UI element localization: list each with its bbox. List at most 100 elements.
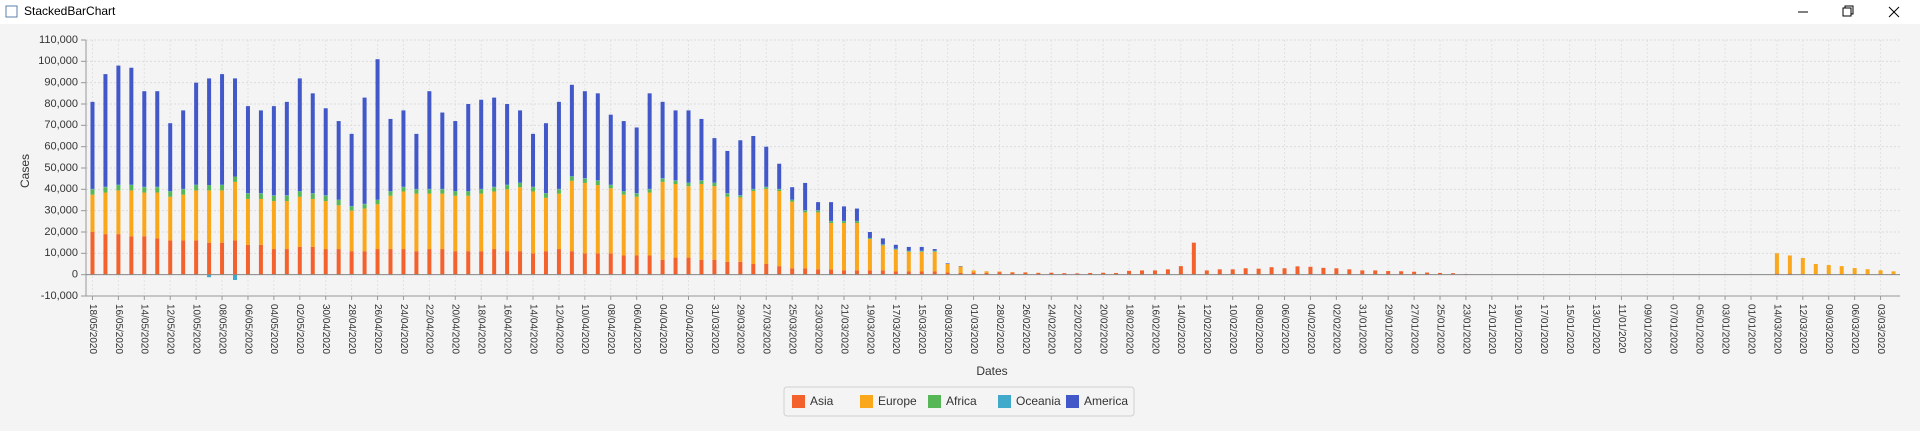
bar-segment <box>880 244 885 246</box>
bar-segment <box>427 193 432 250</box>
bar-segment <box>1386 271 1391 275</box>
bar-segment <box>867 270 872 275</box>
x-tick-label: 28/02/2020 <box>994 304 1005 354</box>
bar-segment <box>1088 272 1093 275</box>
close-button[interactable] <box>1888 6 1900 18</box>
bar-segment <box>518 110 523 183</box>
bar-segment <box>945 264 950 273</box>
x-tick-label: 16/05/2020 <box>113 304 124 354</box>
bar-segment <box>388 191 393 196</box>
bar-segment <box>906 251 911 252</box>
bar-segment <box>466 195 471 252</box>
legend-swatch <box>860 395 873 408</box>
x-tick-label: 08/02/2020 <box>1253 304 1264 354</box>
bar-segment <box>621 255 626 275</box>
bar-segment <box>790 201 795 269</box>
bar-segment <box>803 210 808 213</box>
bar-segment <box>362 208 367 252</box>
bar-segment <box>751 191 756 264</box>
x-tick-label: 24/02/2020 <box>1046 304 1057 354</box>
bar-segment <box>660 181 665 260</box>
bar-segment <box>1269 267 1274 275</box>
bar-segment <box>621 194 626 256</box>
bar-segment <box>258 110 263 194</box>
bar-segment <box>608 114 613 185</box>
bar-segment <box>686 182 691 187</box>
x-tick-label: 11/01/2020 <box>1616 304 1627 354</box>
bar-segment <box>90 194 95 232</box>
bar-segment <box>1438 272 1443 275</box>
bar-segment <box>323 108 328 196</box>
bar-segment <box>310 198 315 247</box>
bar-segment <box>829 223 834 270</box>
bar-segment <box>803 182 808 211</box>
legend-swatch <box>1066 395 1079 408</box>
bar-segment <box>129 236 134 275</box>
bar-segment <box>1774 253 1779 274</box>
x-tick-label: 08/05/2020 <box>216 304 227 354</box>
bar-segment <box>142 192 147 237</box>
bar-segment <box>919 271 924 275</box>
bar-segment <box>543 197 548 252</box>
bar-segment <box>362 204 367 209</box>
bar-segment <box>297 246 302 275</box>
bar-segment <box>271 201 276 250</box>
x-tick-label: 30/04/2020 <box>320 304 331 354</box>
bar-segment <box>556 249 561 275</box>
bar-segment <box>829 202 834 221</box>
bar-segment <box>116 65 121 185</box>
restore-button[interactable] <box>1842 5 1854 17</box>
bar-segment <box>582 253 587 275</box>
bar-segment <box>932 271 937 275</box>
bar-segment <box>284 249 289 275</box>
bar-segment <box>414 251 419 275</box>
bar-segment <box>686 257 691 275</box>
bar-segment <box>1425 272 1430 275</box>
bar-segment <box>738 195 743 198</box>
x-tick-label: 12/02/2020 <box>1201 304 1212 354</box>
bar-segment <box>1243 268 1248 275</box>
bar-segment <box>971 270 976 273</box>
bar-segment <box>505 251 510 275</box>
bar-segment <box>323 201 328 250</box>
x-tick-label: 05/01/2020 <box>1694 304 1705 354</box>
bar-segment <box>505 104 510 185</box>
bar-segment <box>103 187 108 193</box>
bar-segment <box>492 97 497 187</box>
bar-segment <box>777 163 782 189</box>
bar-segment <box>207 78 212 186</box>
bar-segment <box>297 196 302 247</box>
x-tick-label: 15/03/2020 <box>916 304 927 354</box>
bar-segment <box>1787 273 1792 275</box>
bar-segment <box>919 251 924 252</box>
bar-segment <box>997 272 1002 275</box>
x-tick-label: 18/05/2020 <box>87 304 98 354</box>
bar-segment <box>816 202 821 211</box>
x-tick-label: 23/03/2020 <box>812 304 823 354</box>
bar-segment <box>751 136 756 189</box>
bar-segment <box>751 189 756 192</box>
x-tick-label: 09/03/2020 <box>1823 304 1834 354</box>
bar-segment <box>906 271 911 275</box>
bar-segment <box>1813 264 1818 275</box>
bar-segment <box>155 238 160 275</box>
bar-segment <box>725 196 730 262</box>
x-tick-label: 25/01/2020 <box>1434 304 1445 354</box>
x-tick-label: 31/01/2020 <box>1357 304 1368 354</box>
bar-segment <box>181 240 186 275</box>
x-tick-label: 10/04/2020 <box>579 304 590 354</box>
x-tick-label: 13/01/2020 <box>1590 304 1601 354</box>
bar-segment <box>168 123 173 192</box>
bar-segment <box>738 140 743 196</box>
bar-segment <box>829 269 834 275</box>
bar-segment <box>932 249 937 251</box>
bar-segment <box>958 266 963 273</box>
x-tick-label: 20/04/2020 <box>450 304 461 354</box>
y-tick-label: 80,000 <box>44 98 78 110</box>
bar-segment <box>569 176 574 181</box>
y-tick-label: 90,000 <box>44 77 78 89</box>
plot-area <box>86 40 1900 296</box>
bar-segment <box>1010 272 1015 275</box>
bar-segment <box>777 189 782 192</box>
bar-segment <box>1839 266 1844 275</box>
